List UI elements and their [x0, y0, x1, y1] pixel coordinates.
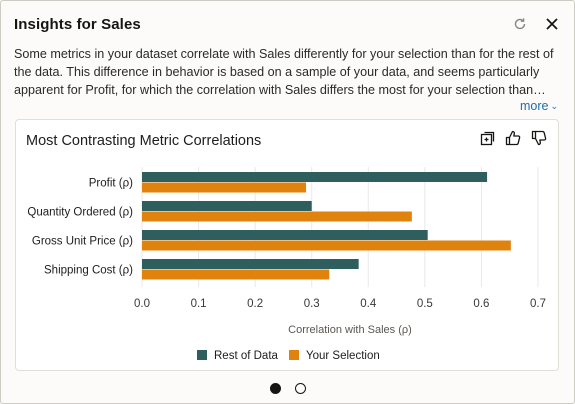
expand-icon[interactable]	[478, 129, 496, 147]
insight-description: Some metrics in your dataset correlate w…	[14, 47, 554, 97]
chevron-down-icon: ⌄	[550, 101, 558, 111]
page-dot-1[interactable]	[269, 383, 281, 394]
bar-rest-of-data	[142, 172, 488, 182]
more-label: more	[519, 99, 549, 113]
category-label: Quantity Ordered (ρ)	[27, 207, 133, 219]
bar-rest-of-data	[142, 259, 359, 269]
refresh-icon[interactable]	[510, 14, 530, 34]
thumbs-up-icon[interactable]	[504, 129, 522, 147]
more-link[interactable]: more ⌄	[520, 99, 558, 113]
x-tick-label: 0.6	[473, 298, 489, 310]
legend-label: Rest of Data	[214, 350, 279, 362]
x-tick-label: 0.4	[360, 298, 377, 310]
bar-your-selection	[142, 211, 412, 222]
page-dot-2[interactable]	[294, 383, 306, 394]
chart-card-title: Most Contrasting Metric Correlations	[26, 133, 262, 149]
category-label: Gross Unit Price (ρ)	[32, 236, 133, 248]
x-tick-label: 0.1	[191, 298, 207, 310]
x-tick-label: 0.5	[417, 298, 433, 310]
close-icon[interactable]	[542, 14, 562, 34]
panel-header: Insights for Sales	[14, 16, 562, 38]
thumbs-down-icon[interactable]	[530, 129, 548, 147]
category-label: Profit (ρ)	[89, 178, 133, 190]
bar-your-selection	[142, 182, 307, 193]
bar-rest-of-data	[142, 230, 428, 240]
legend-swatch	[197, 350, 207, 360]
x-tick-label: 0.3	[304, 298, 320, 310]
bar-rest-of-data	[142, 201, 312, 211]
bar-your-selection	[142, 240, 511, 251]
x-tick-label: 0.7	[530, 298, 546, 310]
legend-swatch	[289, 350, 299, 360]
x-axis-label: Correlation with Sales (ρ)	[288, 324, 412, 336]
legend-label: Your Selection	[306, 350, 380, 362]
pager	[1, 383, 574, 394]
panel-title: Insights for Sales	[14, 16, 141, 33]
x-tick-label: 0.2	[247, 298, 263, 310]
category-label: Shipping Cost (ρ)	[44, 265, 133, 277]
x-tick-label: 0.0	[134, 298, 150, 310]
chart-card: Most Contrasting Metric Correlations 0.0…	[15, 119, 559, 371]
bar-your-selection	[142, 269, 330, 280]
correlation-bar-chart: 0.0 0.1 0.2 0.3 0.4 0.5 0.6 0.7 Profit (ρ) Quanti…	[27, 167, 546, 362]
